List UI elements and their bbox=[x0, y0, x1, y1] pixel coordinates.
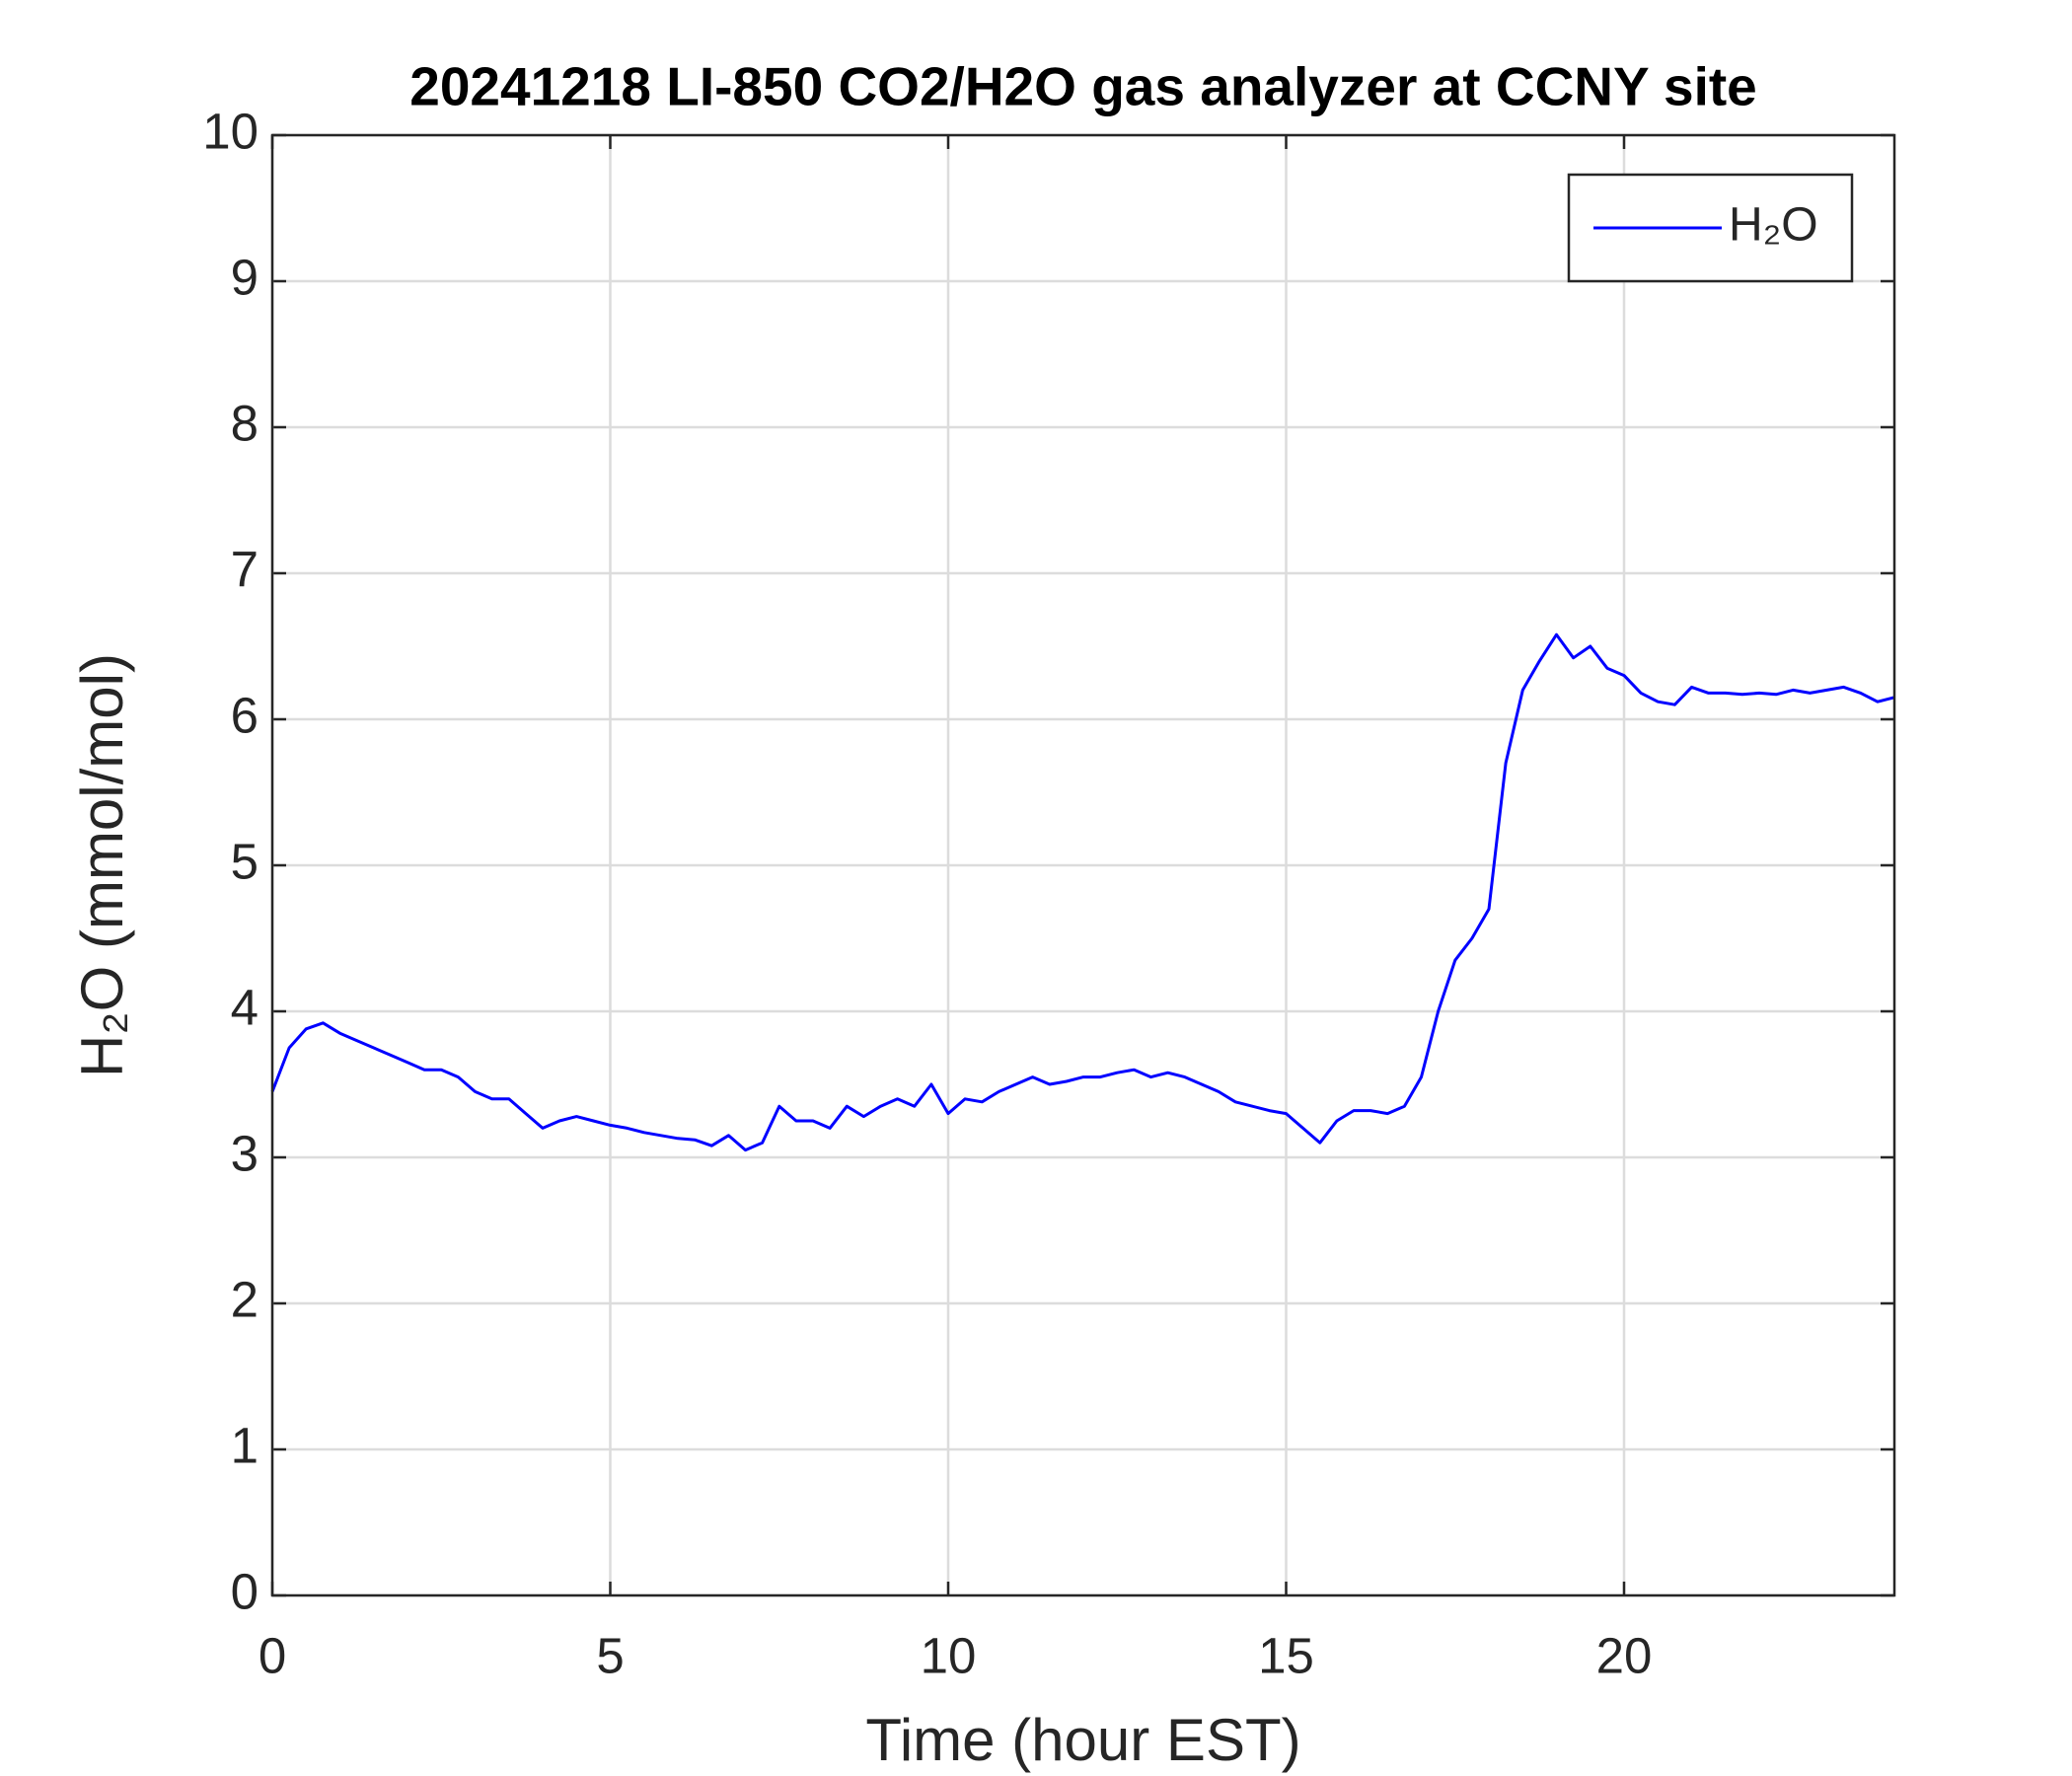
y-tick-label: 8 bbox=[231, 395, 259, 451]
x-axis-label: Time (hour EST) bbox=[865, 1707, 1300, 1773]
y-tick-label: 2 bbox=[231, 1271, 259, 1327]
x-tick-label: 0 bbox=[259, 1627, 286, 1683]
y-tick-label: 0 bbox=[231, 1563, 259, 1619]
chart-title: 20241218 LI-850 CO2/H2O gas analyzer at … bbox=[409, 56, 1757, 117]
x-tick-label: 10 bbox=[921, 1627, 977, 1683]
axes-box bbox=[270, 133, 1896, 1597]
y-tick-label: 1 bbox=[231, 1417, 259, 1473]
x-tick-label: 20 bbox=[1596, 1627, 1653, 1683]
y-tick-label: 7 bbox=[231, 541, 259, 597]
y-tick-label: 5 bbox=[231, 833, 259, 889]
data-line bbox=[270, 632, 1895, 1152]
y-tick-label: 9 bbox=[231, 249, 259, 305]
y-axis-label: H₂O (mmol/mol) bbox=[69, 653, 135, 1077]
y-tick-label: 6 bbox=[231, 687, 259, 743]
x-tick-label: 5 bbox=[596, 1627, 624, 1683]
y-tick-label: 10 bbox=[202, 103, 259, 159]
y-tick-label: 4 bbox=[231, 979, 259, 1035]
y-tick-label: 3 bbox=[231, 1125, 259, 1181]
legend-label: H₂O bbox=[1729, 199, 1818, 252]
x-tick-label: 15 bbox=[1258, 1627, 1314, 1683]
